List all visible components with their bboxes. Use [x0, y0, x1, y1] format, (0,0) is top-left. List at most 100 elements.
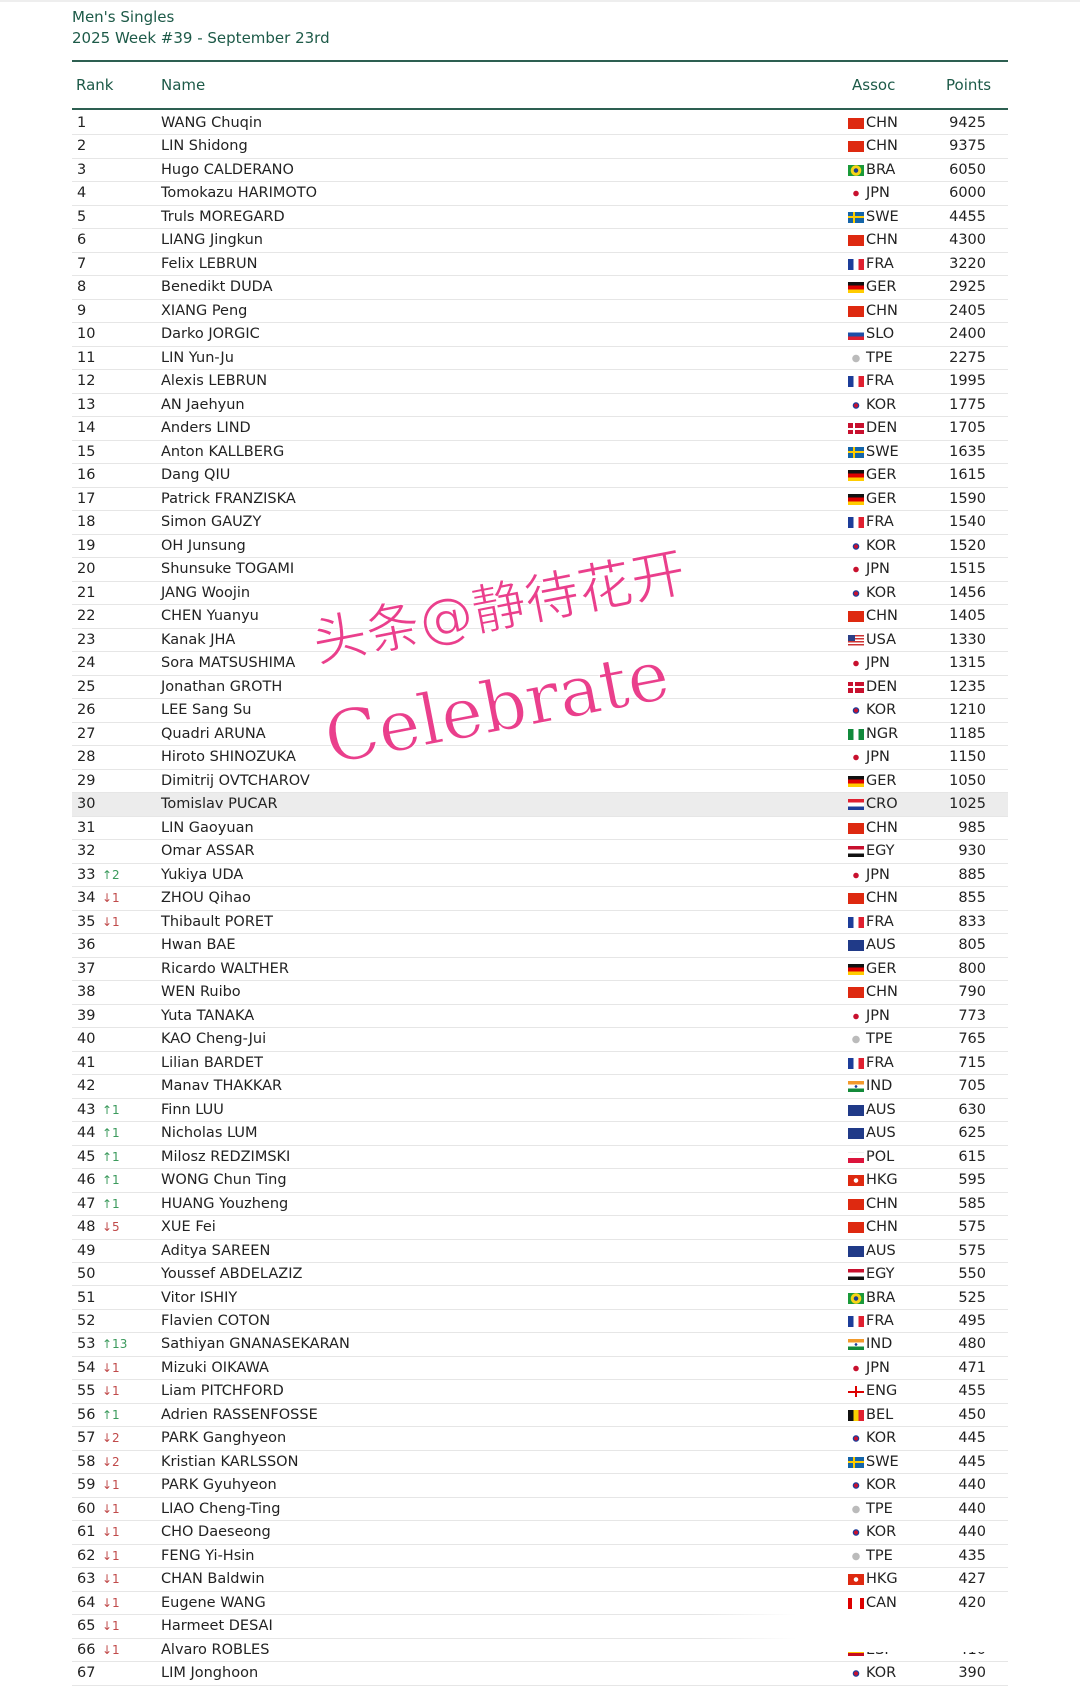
- table-row[interactable]: 54 ↓1 Mizuki OIKAWA JPN 471: [72, 1357, 1008, 1381]
- player-name-link[interactable]: Liam PITCHFORD: [161, 1383, 284, 1400]
- player-name-link[interactable]: Simon GAUZY: [161, 514, 262, 531]
- table-row[interactable]: 43 ↑1 Finn LUU AUS 630: [72, 1099, 1008, 1123]
- player-name-link[interactable]: Patrick FRANZISKA: [161, 490, 296, 507]
- table-row[interactable]: 17 Patrick FRANZISKA GER 1590: [72, 488, 1008, 512]
- player-name-link[interactable]: Hiroto SHINOZUKA: [161, 749, 296, 766]
- table-row[interactable]: 21 JANG Woojin KOR 1456: [72, 582, 1008, 606]
- player-name-link[interactable]: LIN Gaoyuan: [161, 819, 254, 836]
- player-name-link[interactable]: LIANG Jingkun: [161, 232, 263, 249]
- player-name-link[interactable]: Yuta TANAKA: [161, 1007, 255, 1024]
- player-name-link[interactable]: Alvaro ROBLES: [161, 1641, 270, 1658]
- player-name-link[interactable]: OH Junsung: [161, 537, 246, 554]
- player-name-link[interactable]: Finn LUU: [161, 1101, 224, 1118]
- table-row[interactable]: 40 KAO Cheng-Jui TPE 765: [72, 1028, 1008, 1052]
- table-row[interactable]: 62 ↓1 FENG Yi-Hsin TPE 435: [72, 1545, 1008, 1569]
- table-row[interactable]: 28 Hiroto SHINOZUKA JPN 1150: [72, 746, 1008, 770]
- table-row[interactable]: 25 Jonathan GROTH DEN 1235: [72, 676, 1008, 700]
- player-name-link[interactable]: Tomislav PUCAR: [161, 796, 278, 813]
- table-row[interactable]: 31 LIN Gaoyuan CHN 985: [72, 817, 1008, 841]
- player-name-link[interactable]: Nicholas LUM: [161, 1125, 258, 1142]
- column-header-points[interactable]: Points: [946, 76, 992, 94]
- player-name-link[interactable]: Benedikt DUDA: [161, 279, 273, 296]
- column-header-rank[interactable]: Rank: [76, 76, 114, 94]
- table-row[interactable]: 53 ↑13 Sathiyan GNANASEKARAN IND 480: [72, 1333, 1008, 1357]
- table-row[interactable]: 29 Dimitrij OVTCHAROV GER 1050: [72, 770, 1008, 794]
- table-row[interactable]: 61 ↓1 CHO Daeseong KOR 440: [72, 1521, 1008, 1545]
- table-row[interactable]: 58 ↓2 Kristian KARLSSON SWE 445: [72, 1451, 1008, 1475]
- player-name-link[interactable]: CHO Daeseong: [161, 1524, 271, 1541]
- player-name-link[interactable]: LIAO Cheng-Ting: [161, 1500, 281, 1517]
- player-name-link[interactable]: Manav THAKKAR: [161, 1078, 283, 1095]
- player-name-link[interactable]: LIN Yun-Ju: [161, 349, 234, 366]
- table-row[interactable]: 10 Darko JORGIC SLO 2400: [72, 323, 1008, 347]
- table-row[interactable]: 47 ↑1 HUANG Youzheng CHN 585: [72, 1193, 1008, 1217]
- player-name-link[interactable]: KAO Cheng-Jui: [161, 1031, 267, 1048]
- table-row[interactable]: 27 Quadri ARUNA NGR 1185: [72, 723, 1008, 747]
- player-name-link[interactable]: Kanak JHA: [161, 631, 236, 648]
- table-row[interactable]: 46 ↑1 WONG Chun Ting HKG 595: [72, 1169, 1008, 1193]
- player-name-link[interactable]: Milosz REDZIMSKI: [161, 1148, 291, 1165]
- table-row[interactable]: 24 Sora MATSUSHIMA JPN 1315: [72, 652, 1008, 676]
- table-row[interactable]: 60 ↓1 LIAO Cheng-Ting TPE 440: [72, 1498, 1008, 1522]
- player-name-link[interactable]: Tomokazu HARIMOTO: [161, 185, 318, 202]
- player-name-link[interactable]: Lilian BARDET: [161, 1054, 263, 1071]
- player-name-link[interactable]: Omar ASSAR: [161, 843, 255, 860]
- table-row[interactable]: 45 ↑1 Milosz REDZIMSKI POL 615: [72, 1146, 1008, 1170]
- player-name-link[interactable]: Hwan BAE: [161, 937, 236, 954]
- player-name-link[interactable]: Alexis LEBRUN: [161, 373, 268, 390]
- table-row[interactable]: 37 Ricardo WALTHER GER 800: [72, 958, 1008, 982]
- player-name-link[interactable]: WONG Chun Ting: [161, 1172, 287, 1189]
- table-row[interactable]: 20 Shunsuke TOGAMI JPN 1515: [72, 558, 1008, 582]
- player-name-link[interactable]: Yukiya UDA: [161, 866, 244, 883]
- table-row[interactable]: 41 Lilian BARDET FRA 715: [72, 1052, 1008, 1076]
- player-name-link[interactable]: Aditya SAREEN: [161, 1242, 271, 1259]
- player-name-link[interactable]: Jonathan GROTH: [161, 678, 283, 695]
- player-name-link[interactable]: Felix LEBRUN: [161, 255, 258, 272]
- table-row[interactable]: 19 OH Junsung KOR 1520: [72, 535, 1008, 559]
- player-name-link[interactable]: XIANG Peng: [161, 302, 248, 319]
- player-name-link[interactable]: JANG Woojin: [161, 584, 251, 601]
- column-header-assoc[interactable]: Assoc: [852, 76, 896, 94]
- player-name-link[interactable]: Kristian KARLSSON: [161, 1453, 299, 1470]
- player-name-link[interactable]: LIM Jonghoon: [161, 1665, 259, 1682]
- player-name-link[interactable]: FENG Yi-Hsin: [161, 1547, 255, 1564]
- table-row[interactable]: 32 Omar ASSAR EGY 930: [72, 840, 1008, 864]
- player-name-link[interactable]: Anton KALLBERG: [161, 443, 285, 460]
- player-name-link[interactable]: Adrien RASSENFOSSE: [161, 1406, 318, 1423]
- player-name-link[interactable]: LEE Sang Su: [161, 702, 252, 719]
- player-name-link[interactable]: LIN Shidong: [161, 138, 248, 155]
- table-row[interactable]: 50 Youssef ABDELAZIZ EGY 550: [72, 1263, 1008, 1287]
- table-row[interactable]: 18 Simon GAUZY FRA 1540: [72, 511, 1008, 535]
- table-row[interactable]: 8 Benedikt DUDA GER 2925: [72, 276, 1008, 300]
- table-row[interactable]: 6 LIANG Jingkun CHN 4300: [72, 229, 1008, 253]
- player-name-link[interactable]: AN Jaehyun: [161, 396, 245, 413]
- player-name-link[interactable]: Shunsuke TOGAMI: [161, 561, 295, 578]
- table-row[interactable]: 1 WANG Chuqin CHN 9425: [72, 112, 1008, 136]
- table-row[interactable]: 51 Vitor ISHIY BRA 525: [72, 1287, 1008, 1310]
- table-row[interactable]: 48 ↓5 XUE Fei CHN 575: [72, 1216, 1008, 1240]
- player-name-link[interactable]: CHEN Yuanyu: [161, 608, 259, 625]
- player-name-link[interactable]: ZHOU Qihao: [161, 890, 251, 907]
- table-row[interactable]: 52 Flavien COTON FRA 495: [72, 1310, 1008, 1334]
- player-name-link[interactable]: HUANG Youzheng: [161, 1195, 289, 1212]
- player-name-link[interactable]: Vitor ISHIY: [161, 1289, 238, 1306]
- table-row[interactable]: 44 ↑1 Nicholas LUM AUS 625: [72, 1122, 1008, 1146]
- player-name-link[interactable]: Mizuki OIKAWA: [161, 1359, 269, 1376]
- player-name-link[interactable]: Thibault PORET: [161, 913, 273, 930]
- table-row[interactable]: 39 Yuta TANAKA JPN 773: [72, 1005, 1008, 1029]
- table-row[interactable]: 42 Manav THAKKAR IND 705: [72, 1075, 1008, 1099]
- table-row[interactable]: 57 ↓2 PARK Ganghyeon KOR 445: [72, 1427, 1008, 1451]
- player-name-link[interactable]: PARK Ganghyeon: [161, 1430, 287, 1447]
- table-row[interactable]: 15 Anton KALLBERG SWE 1635: [72, 441, 1008, 465]
- table-row[interactable]: 13 AN Jaehyun KOR 1775: [72, 394, 1008, 418]
- player-name-link[interactable]: Sora MATSUSHIMA: [161, 655, 296, 672]
- table-row[interactable]: 2 LIN Shidong CHN 9375: [72, 135, 1008, 159]
- table-row[interactable]: 55 ↓1 Liam PITCHFORD ENG 455: [72, 1380, 1008, 1404]
- player-name-link[interactable]: Youssef ABDELAZIZ: [161, 1266, 303, 1282]
- player-name-link[interactable]: Harmeet DESAI: [161, 1618, 273, 1635]
- player-name-link[interactable]: WANG Chuqin: [161, 115, 263, 131]
- table-row[interactable]: 34 ↓1 ZHOU Qihao CHN 855: [72, 887, 1008, 911]
- table-row[interactable]: 12 Alexis LEBRUN FRA 1995: [72, 370, 1008, 394]
- table-row[interactable]: 38 WEN Ruibo CHN 790: [72, 981, 1008, 1005]
- table-row[interactable]: 4 Tomokazu HARIMOTO JPN 6000: [72, 182, 1008, 206]
